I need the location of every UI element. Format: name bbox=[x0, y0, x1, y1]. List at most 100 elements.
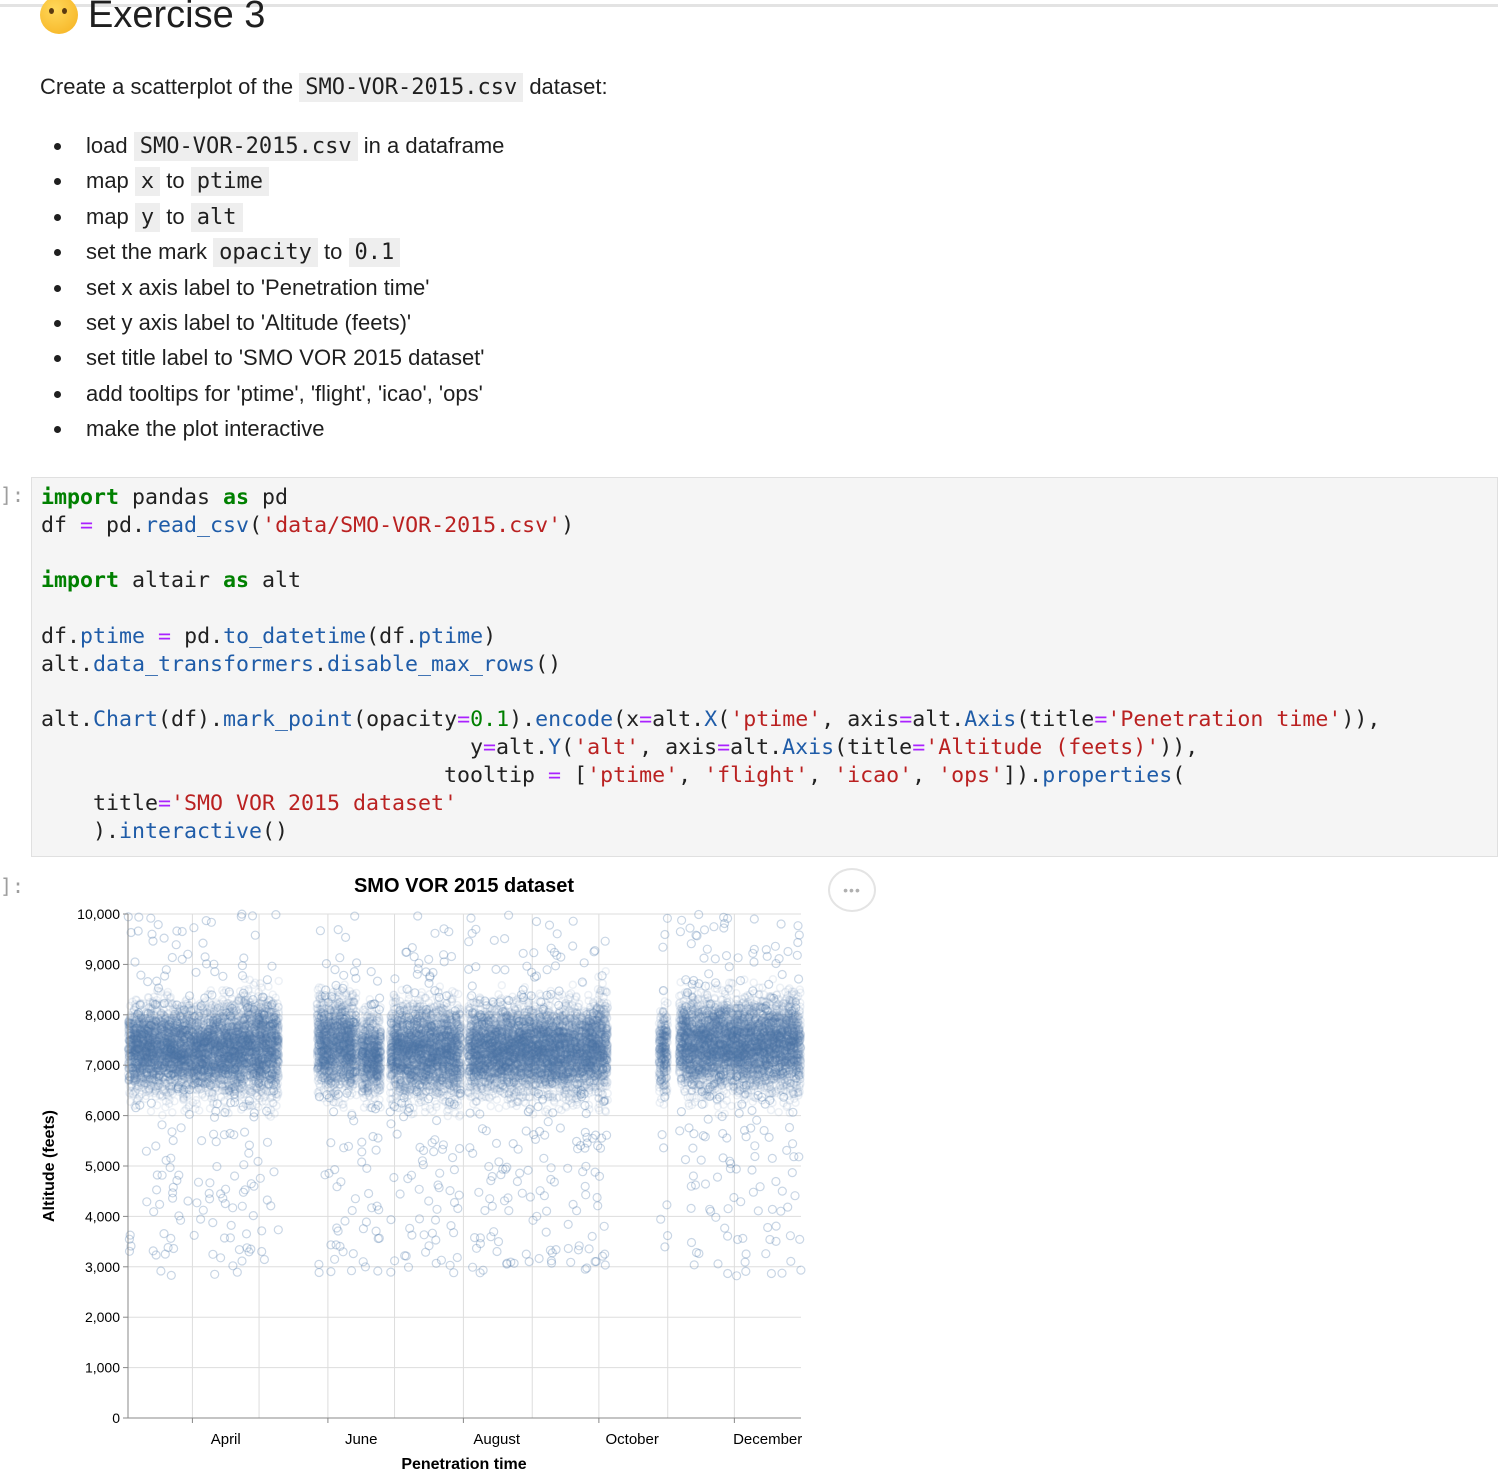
data-point[interactable] bbox=[172, 941, 180, 949]
data-point[interactable] bbox=[169, 1194, 177, 1202]
code-token: as bbox=[223, 485, 249, 510]
data-point[interactable] bbox=[193, 1199, 201, 1207]
code-token: X bbox=[704, 707, 717, 732]
data-point[interactable] bbox=[147, 914, 155, 922]
data-point[interactable] bbox=[156, 1200, 164, 1208]
code-token: data_transformers bbox=[93, 652, 314, 677]
code-token: ptime bbox=[418, 624, 483, 649]
scatter-chart[interactable]: 01,0002,0003,0004,0005,0006,0007,0008,00… bbox=[0, 860, 900, 1474]
data-point[interactable] bbox=[202, 917, 210, 925]
data-point[interactable] bbox=[175, 1171, 183, 1179]
scatter-points[interactable] bbox=[124, 910, 805, 1280]
task-code: SMO-VOR-2015.csv bbox=[134, 132, 358, 161]
data-point[interactable] bbox=[144, 978, 152, 986]
data-point[interactable] bbox=[167, 1271, 175, 1279]
data-point[interactable] bbox=[169, 1137, 177, 1145]
code-token: Y bbox=[548, 735, 561, 760]
task-item: set x axis label to 'Penetration time' bbox=[40, 270, 504, 305]
code-token: disable_max_rows bbox=[327, 652, 535, 677]
data-point[interactable] bbox=[222, 1185, 230, 1193]
data-point[interactable] bbox=[209, 1219, 217, 1227]
data-point[interactable] bbox=[199, 1206, 207, 1214]
task-text: map bbox=[86, 204, 129, 229]
data-point[interactable] bbox=[238, 1257, 246, 1265]
data-point[interactable] bbox=[211, 1270, 219, 1278]
code-token: 'Penetration time' bbox=[1107, 707, 1341, 732]
data-point[interactable] bbox=[160, 934, 168, 942]
data-point[interactable] bbox=[142, 1147, 150, 1155]
data-point[interactable] bbox=[168, 954, 176, 962]
code-token: df. bbox=[41, 624, 80, 649]
data-point[interactable] bbox=[184, 1197, 192, 1205]
data-point[interactable] bbox=[212, 1138, 220, 1146]
intro-prefix: Create a scatterplot of the bbox=[40, 74, 293, 99]
data-point[interactable] bbox=[220, 1131, 228, 1139]
data-point[interactable] bbox=[126, 1247, 134, 1255]
data-point[interactable] bbox=[148, 1108, 155, 1115]
code-token: (opacity bbox=[353, 707, 457, 732]
data-point[interactable] bbox=[211, 968, 219, 976]
data-point[interactable] bbox=[143, 1198, 151, 1206]
data-point[interactable] bbox=[210, 1130, 218, 1138]
code-token: (title bbox=[1016, 707, 1094, 732]
code-token: alt. bbox=[41, 652, 93, 677]
data-point[interactable] bbox=[169, 1183, 177, 1191]
data-point[interactable] bbox=[207, 918, 215, 926]
code-token: )), bbox=[1159, 735, 1198, 760]
data-point[interactable] bbox=[168, 1128, 176, 1136]
code-token: tooltip bbox=[41, 763, 548, 788]
data-point[interactable] bbox=[192, 968, 200, 976]
data-point[interactable] bbox=[153, 1186, 161, 1194]
data-point[interactable] bbox=[167, 1154, 175, 1162]
code-token: = bbox=[639, 707, 652, 732]
data-point[interactable] bbox=[169, 1109, 176, 1116]
data-point[interactable] bbox=[137, 971, 145, 979]
code-token: 'ptime' bbox=[730, 707, 821, 732]
data-point[interactable] bbox=[227, 1221, 235, 1229]
data-point[interactable] bbox=[154, 921, 162, 929]
data-point[interactable] bbox=[190, 1231, 198, 1239]
code-token: 'ptime' bbox=[587, 763, 678, 788]
task-item: load SMO-VOR-2015.csv in a dataframe bbox=[40, 128, 504, 163]
data-point[interactable] bbox=[229, 1262, 237, 1270]
data-point[interactable] bbox=[231, 1172, 239, 1180]
code-cell[interactable]: import pandas as pd df = pd.read_csv('da… bbox=[31, 477, 1498, 857]
data-point[interactable] bbox=[177, 1124, 185, 1132]
data-point[interactable] bbox=[166, 1164, 174, 1172]
data-point[interactable] bbox=[195, 1178, 203, 1186]
data-point[interactable] bbox=[238, 1202, 246, 1210]
data-point[interactable] bbox=[158, 1121, 166, 1129]
code-token: = bbox=[457, 707, 470, 732]
data-point[interactable] bbox=[219, 972, 227, 980]
code-token: = bbox=[158, 791, 171, 816]
code-editor[interactable]: import pandas as pd df = pd.read_csv('da… bbox=[41, 484, 1380, 845]
data-point[interactable] bbox=[150, 1208, 158, 1216]
data-point[interactable] bbox=[235, 1246, 243, 1254]
task-text: make the plot interactive bbox=[86, 416, 324, 441]
page-title-text: Exercise 3 bbox=[88, 0, 265, 37]
code-token: = bbox=[912, 735, 925, 760]
data-point[interactable] bbox=[221, 1234, 229, 1242]
data-point[interactable] bbox=[152, 1142, 160, 1150]
code-token: alt. bbox=[912, 707, 964, 732]
data-point[interactable] bbox=[238, 962, 246, 970]
data-point[interactable] bbox=[229, 1204, 237, 1212]
data-point[interactable] bbox=[205, 1189, 213, 1197]
data-point[interactable] bbox=[198, 1137, 206, 1145]
data-point[interactable] bbox=[206, 1179, 214, 1187]
task-text: in a dataframe bbox=[364, 133, 505, 158]
data-point[interactable] bbox=[157, 1267, 165, 1275]
data-point[interactable] bbox=[160, 1230, 168, 1238]
data-point[interactable] bbox=[199, 939, 207, 947]
code-token: ]). bbox=[1003, 763, 1042, 788]
data-point[interactable] bbox=[170, 1245, 178, 1253]
data-point[interactable] bbox=[184, 950, 192, 958]
data-point[interactable] bbox=[158, 1171, 166, 1179]
data-point[interactable] bbox=[190, 924, 198, 932]
data-point[interactable] bbox=[178, 928, 186, 936]
code-token: ( bbox=[717, 707, 730, 732]
data-point[interactable] bbox=[217, 1254, 225, 1262]
data-point[interactable] bbox=[209, 1250, 217, 1258]
data-point[interactable] bbox=[164, 1244, 172, 1252]
